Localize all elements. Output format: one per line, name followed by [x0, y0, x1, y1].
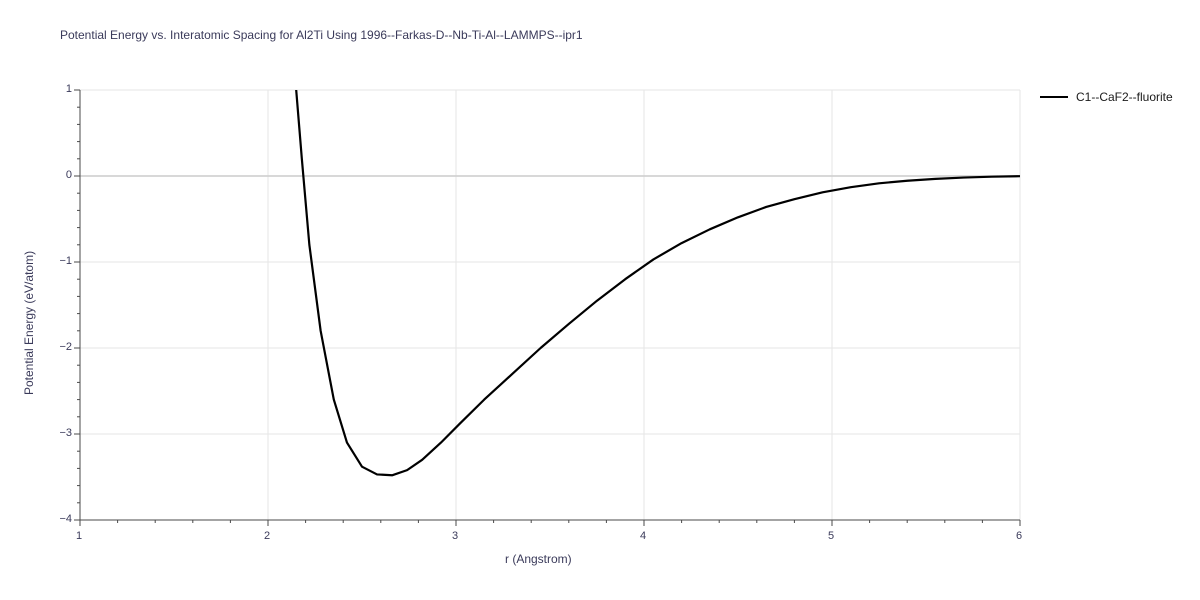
y-tick-label: −4	[42, 513, 72, 525]
y-tick-label: −1	[42, 255, 72, 267]
y-tick-label: 1	[42, 83, 72, 95]
x-tick-label: 5	[828, 530, 834, 542]
y-tick-label: 0	[42, 169, 72, 181]
y-tick-label: −2	[42, 341, 72, 353]
plot-svg[interactable]	[0, 0, 1200, 600]
x-tick-label: 6	[1016, 530, 1022, 542]
x-tick-label: 1	[76, 530, 82, 542]
x-tick-label: 4	[640, 530, 646, 542]
y-tick-label: −3	[42, 427, 72, 439]
chart-container: { "chart": { "type": "line", "title": "P…	[0, 0, 1200, 600]
x-tick-label: 3	[452, 530, 458, 542]
series-line[interactable]	[296, 90, 1020, 475]
x-tick-label: 2	[264, 530, 270, 542]
